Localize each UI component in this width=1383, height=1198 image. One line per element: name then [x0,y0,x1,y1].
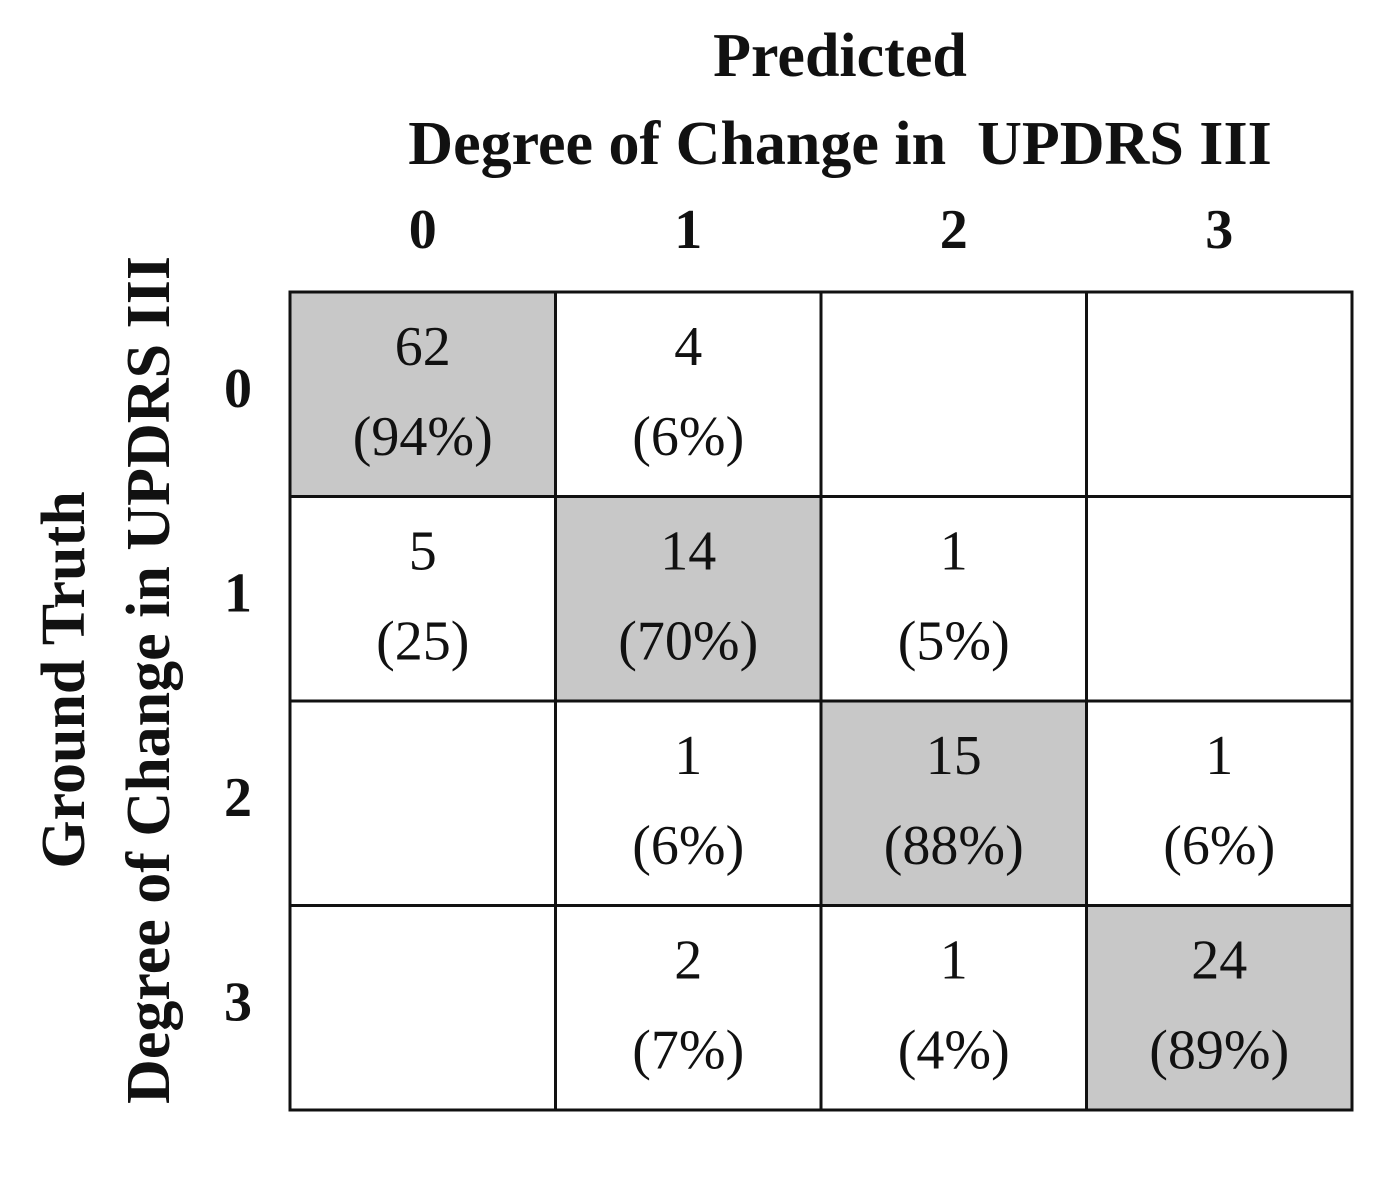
cell-share: (6%) [632,406,744,468]
title: Predicted [713,22,967,90]
cell [1085,495,1354,703]
cell [819,290,1088,498]
column-label: 3 [1205,199,1233,261]
cell [819,904,1088,1112]
cell-share: (6%) [632,815,744,877]
cell [819,495,1088,703]
cell-count: 1 [674,725,702,787]
row-label: 1 [224,563,252,625]
cell-share: (4%) [898,1019,1010,1081]
cell-share: (70%) [618,610,758,672]
subtitle: Degree of Change in UPDRS III [408,110,1271,178]
cell-count: 62 [395,316,451,378]
cell-count: 4 [674,316,702,378]
side-subtitle: Degree of Change in UPDRS III [115,256,183,1104]
cell [554,699,823,907]
cell-share: (5%) [898,610,1010,672]
cell [1085,699,1354,907]
cell-count: 1 [940,520,968,582]
cell-count: 1 [1205,725,1233,787]
cell [288,290,557,498]
row-label: 3 [224,972,252,1034]
side-title: Ground Truth [30,491,98,868]
cell-share: (7%) [632,1019,744,1081]
cell-count: 24 [1191,929,1247,991]
column-label: 2 [940,199,968,261]
cell-count: 1 [940,929,968,991]
cell [288,495,557,703]
cell [554,290,823,498]
cell-count: 14 [660,520,716,582]
column-label: 1 [674,199,702,261]
row-label: 0 [224,358,252,420]
cell [554,495,823,703]
row-label: 2 [224,767,252,829]
cell-count: 15 [926,725,982,787]
cell-share: (6%) [1163,815,1275,877]
cell-share: (88%) [884,815,1024,877]
cell [1085,290,1354,498]
cell [1085,904,1354,1112]
cell [288,699,557,907]
column-label: 0 [409,199,437,261]
cell [288,904,557,1112]
cell-count: 5 [409,520,437,582]
cell-share: (94%) [353,406,493,468]
cell-share: (89%) [1149,1019,1289,1081]
cell [554,904,823,1112]
cell-share: (25) [376,610,469,672]
cell-count: 2 [674,929,702,991]
